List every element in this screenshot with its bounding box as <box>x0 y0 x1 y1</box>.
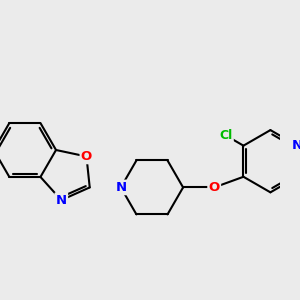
Text: O: O <box>81 150 92 163</box>
Text: N: N <box>292 139 300 152</box>
Text: O: O <box>208 181 220 194</box>
Text: N: N <box>56 194 67 207</box>
Text: N: N <box>115 181 126 194</box>
Text: Cl: Cl <box>219 129 232 142</box>
